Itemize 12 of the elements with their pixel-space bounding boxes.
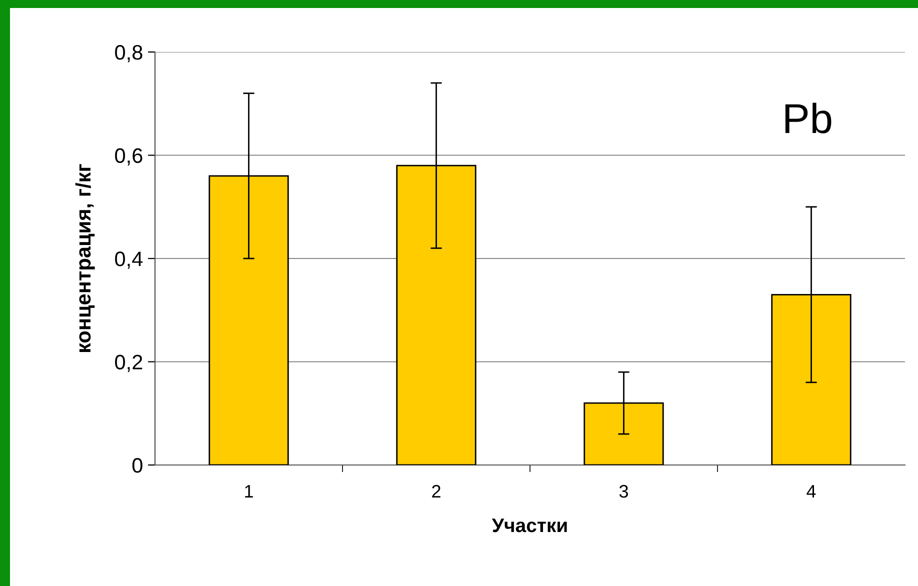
- y-tick-label: 0,8: [115, 45, 142, 62]
- x-tick-label: 4: [806, 485, 816, 498]
- y-tick-label: 0,2: [115, 354, 142, 372]
- x-tick-label: 2: [432, 484, 440, 498]
- x-tick-label: 1: [245, 485, 253, 498]
- y-axis-title: концентрация, г/кг: [75, 164, 95, 352]
- annotation: Pb: [785, 102, 832, 134]
- x-tick-label: 3: [619, 484, 628, 498]
- y-tick-label: 0: [132, 458, 142, 473]
- y-tick-label: 0,6: [115, 148, 142, 166]
- x-axis-title: Участки: [492, 518, 567, 532]
- y-tick-label: 0,4: [115, 252, 143, 269]
